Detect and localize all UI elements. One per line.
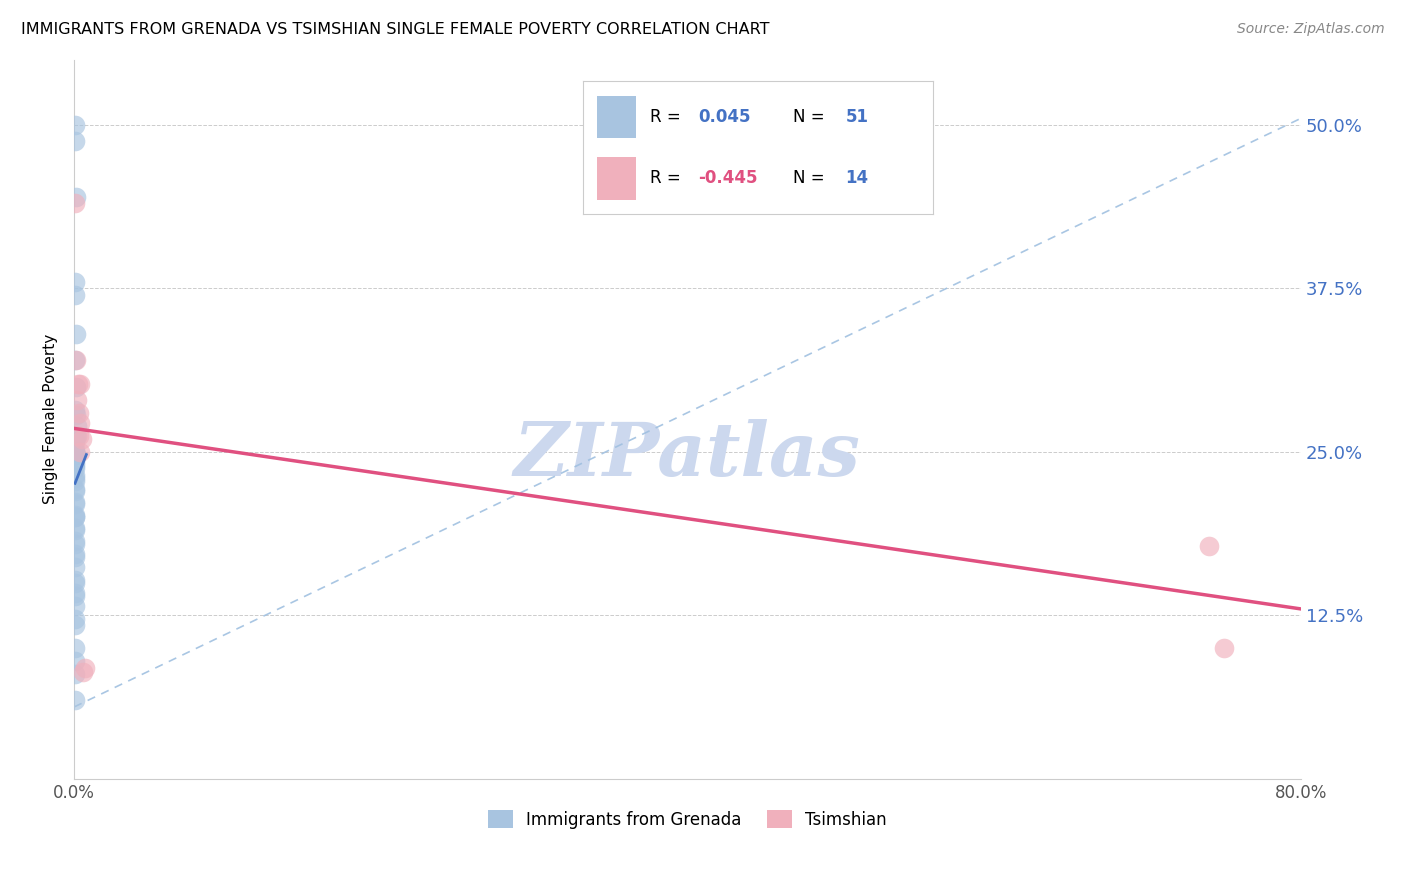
- Text: ZIPatlas: ZIPatlas: [515, 419, 860, 491]
- Text: Source: ZipAtlas.com: Source: ZipAtlas.com: [1237, 22, 1385, 37]
- Point: [63, 196, 86, 211]
- Point: [67, 406, 90, 420]
- Point: [67, 429, 90, 443]
- Point: [63, 508, 86, 522]
- Point: [63, 445, 86, 459]
- Point: [65, 327, 87, 342]
- Point: [65, 403, 87, 417]
- Point: [63, 484, 86, 499]
- Point: [63, 458, 86, 472]
- Point: [65, 448, 87, 462]
- Point: [63, 617, 86, 632]
- Point: [1198, 539, 1220, 553]
- Point: [63, 547, 86, 561]
- Point: [63, 560, 86, 574]
- Point: [67, 376, 90, 391]
- Point: [63, 589, 86, 603]
- Point: [65, 429, 87, 443]
- Point: [69, 445, 91, 459]
- Point: [72, 665, 94, 679]
- Point: [65, 434, 87, 449]
- Point: [73, 661, 96, 675]
- Point: [63, 612, 86, 626]
- Point: [65, 442, 87, 457]
- Point: [63, 474, 86, 488]
- Point: [63, 641, 86, 656]
- Point: [63, 667, 86, 681]
- Point: [63, 524, 86, 538]
- Point: [63, 536, 86, 550]
- Point: [63, 468, 86, 483]
- Point: [65, 288, 87, 302]
- Point: [65, 275, 87, 289]
- Point: [63, 549, 86, 564]
- Point: [63, 510, 86, 524]
- Point: [63, 482, 86, 496]
- Point: [63, 586, 86, 600]
- Point: [1213, 641, 1236, 656]
- Point: [63, 521, 86, 535]
- Point: [65, 379, 87, 393]
- Point: [63, 455, 86, 469]
- Point: [63, 445, 86, 459]
- Point: [65, 409, 87, 423]
- Point: [63, 575, 86, 590]
- Point: [63, 118, 86, 132]
- Point: [63, 497, 86, 511]
- Point: [63, 134, 86, 148]
- Point: [63, 533, 86, 548]
- Point: [63, 460, 86, 475]
- Point: [63, 494, 86, 508]
- Point: [65, 353, 87, 368]
- Point: [66, 418, 89, 433]
- Point: [63, 445, 86, 459]
- Point: [65, 353, 87, 368]
- Text: IMMIGRANTS FROM GRENADA VS TSIMSHIAN SINGLE FEMALE POVERTY CORRELATION CHART: IMMIGRANTS FROM GRENADA VS TSIMSHIAN SIN…: [21, 22, 769, 37]
- Legend: Immigrants from Grenada, Tsimshian: Immigrants from Grenada, Tsimshian: [481, 804, 893, 835]
- Y-axis label: Single Female Poverty: Single Female Poverty: [44, 334, 58, 504]
- Point: [65, 448, 87, 462]
- Point: [69, 416, 91, 430]
- Point: [69, 376, 91, 391]
- Point: [70, 432, 93, 446]
- Point: [63, 573, 86, 587]
- Point: [63, 693, 86, 707]
- Point: [63, 510, 86, 524]
- Point: [65, 190, 87, 204]
- Point: [66, 392, 89, 407]
- Point: [63, 471, 86, 485]
- Point: [63, 599, 86, 614]
- Point: [63, 654, 86, 668]
- Point: [66, 429, 89, 443]
